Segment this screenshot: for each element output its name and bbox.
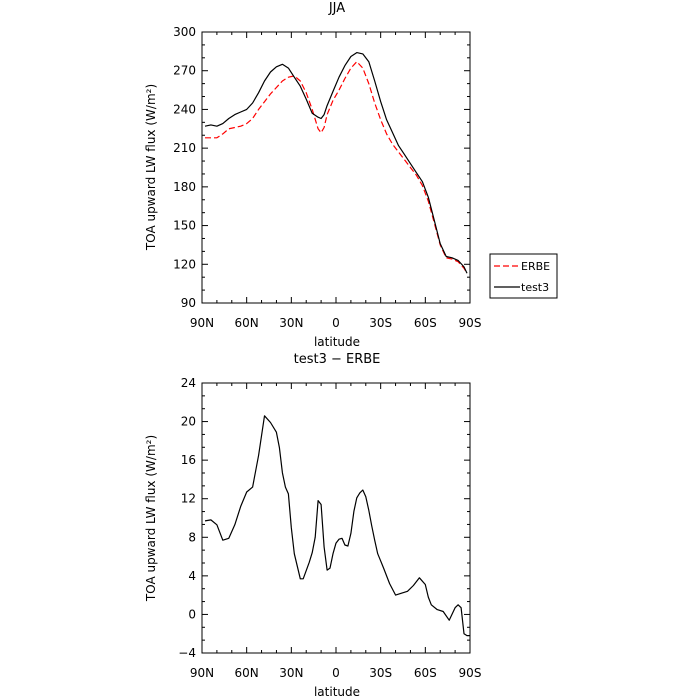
y-tick-label: 4 xyxy=(188,569,196,583)
y-tick-label: 0 xyxy=(188,607,196,621)
y-tick-label: 150 xyxy=(173,219,196,233)
y-tick-label: 8 xyxy=(188,530,196,544)
axes: 90N 60N 30N 0 30S 60S 90S −4 0 4 8 12 16 20 24 xyxy=(178,376,481,680)
panel-diff: test3 − ERBE 90N 60N 30N 0 30S 60S 90S −4 0 4 8 12 1… xyxy=(144,352,481,699)
x-tick-label: 30S xyxy=(369,316,392,330)
y-axis-label: TOA upward LW flux (W/m²) xyxy=(144,435,158,602)
axes: 90N 60N 30N 0 30S 60S 90S 90 120 150 180 210 240 270 3… xyxy=(173,25,481,330)
y-tick-label: 180 xyxy=(173,180,196,194)
series-erbe-line xyxy=(205,61,468,274)
x-tick-label: 0 xyxy=(332,316,340,330)
series-test3-line xyxy=(204,51,468,274)
y-tick-label: 16 xyxy=(181,453,196,467)
y-tick-label: 12 xyxy=(181,492,196,506)
y-tick-label: 120 xyxy=(173,257,196,271)
chart-title: JJA xyxy=(328,1,345,16)
x-tick-label: 90N xyxy=(190,316,214,330)
plot-frame xyxy=(201,31,471,304)
x-axis-label: latitude xyxy=(314,335,360,349)
legend-label-erbe: ERBE xyxy=(521,260,550,273)
x-tick-label: 60N xyxy=(235,316,259,330)
difference-line xyxy=(204,415,470,637)
x-tick-label: 90S xyxy=(459,316,482,330)
legend-box xyxy=(489,253,558,299)
x-tick-label: 90S xyxy=(459,666,482,680)
x-tick-label: 30N xyxy=(279,666,303,680)
x-tick-label: 60S xyxy=(414,316,437,330)
x-tick-label: 30N xyxy=(279,316,303,330)
legend-label-test3: test3 xyxy=(521,281,549,294)
legend: ERBE test3 xyxy=(489,253,558,299)
y-tick-label: 240 xyxy=(173,102,196,116)
x-tick-label: 30S xyxy=(369,666,392,680)
plot-frame xyxy=(201,382,471,654)
x-tick-label: 60S xyxy=(414,666,437,680)
y-tick-label: 24 xyxy=(181,376,196,390)
series-layer xyxy=(204,51,468,274)
y-tick-label: −4 xyxy=(178,646,196,660)
x-tick-label: 0 xyxy=(332,666,340,680)
panel-jja: JJA 90N 60N 30N 0 30S 60S 90S 90 120 150 180 210 240… xyxy=(144,1,558,349)
y-tick-label: 270 xyxy=(173,64,196,78)
chart-title: test3 − ERBE xyxy=(294,352,381,367)
y-axis-label: TOA upward LW flux (W/m²) xyxy=(144,84,158,251)
y-tick-label: 210 xyxy=(173,141,196,155)
x-tick-label: 90N xyxy=(190,666,214,680)
y-tick-label: 300 xyxy=(173,25,196,39)
x-axis-label: latitude xyxy=(314,685,360,699)
y-tick-label: 90 xyxy=(181,296,196,310)
y-tick-label: 20 xyxy=(181,415,196,429)
x-tick-label: 60N xyxy=(235,666,259,680)
series-layer xyxy=(204,415,470,637)
